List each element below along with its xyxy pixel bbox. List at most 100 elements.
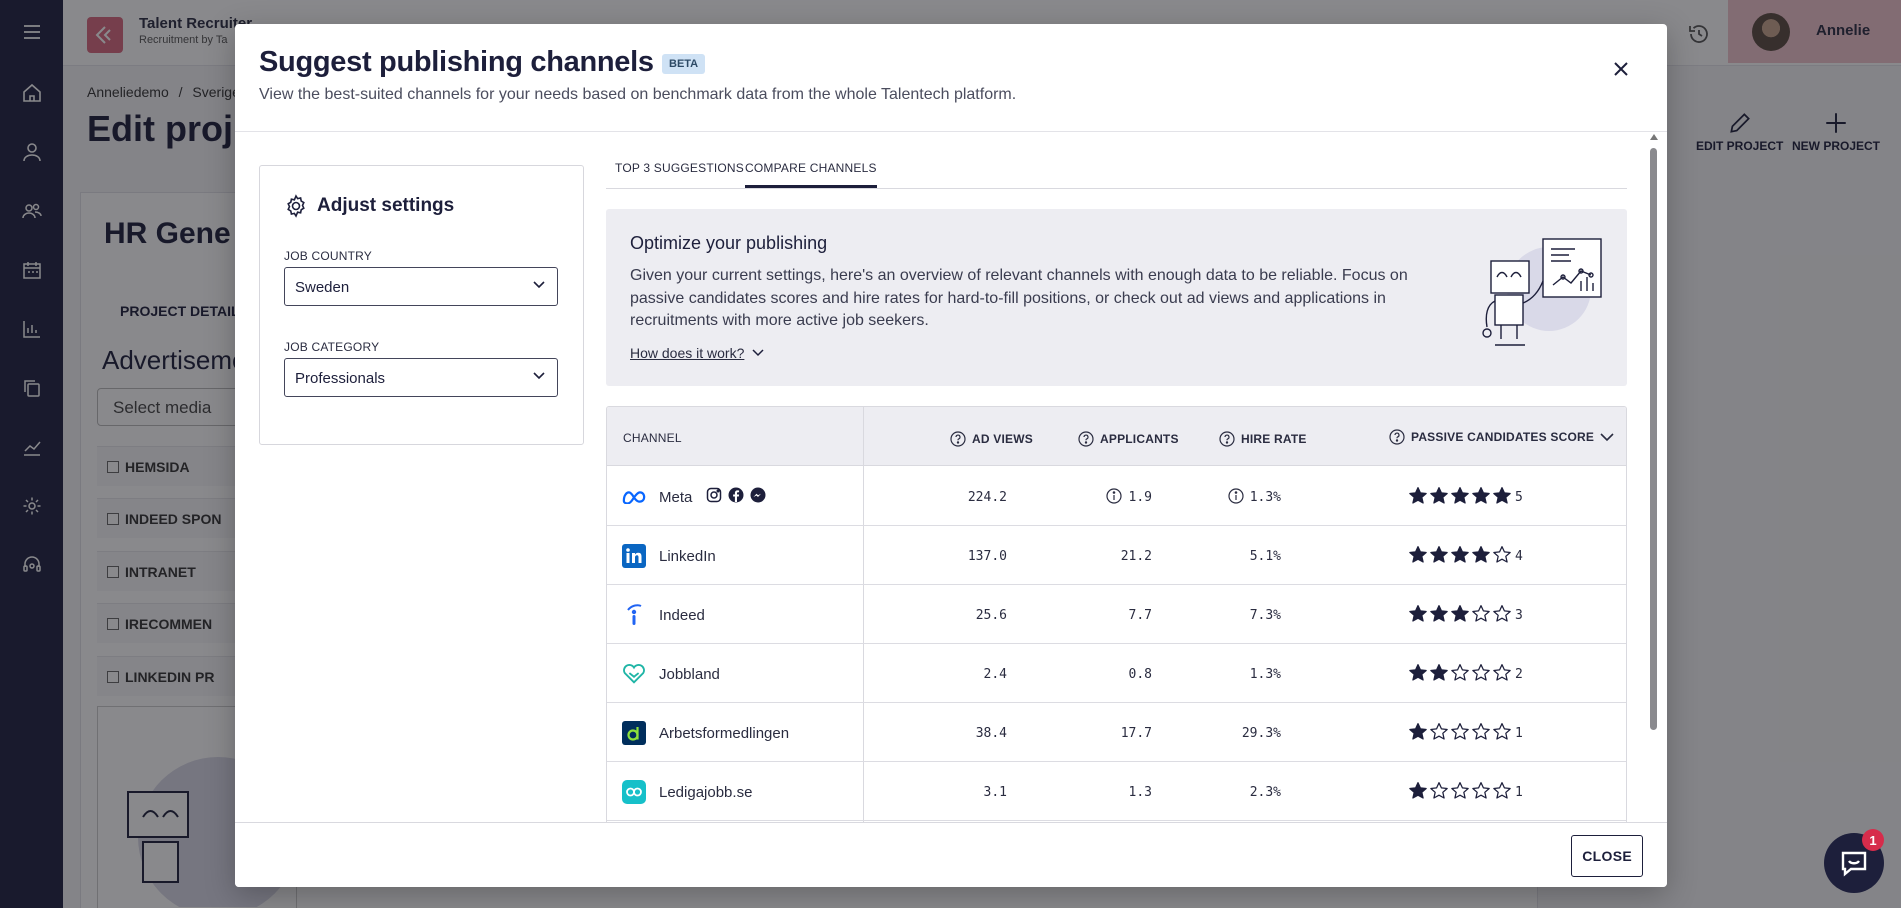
star-filled-icon xyxy=(1451,546,1469,563)
channel-name: LinkedIn xyxy=(659,548,716,565)
how-does-it-work-label: How does it work? xyxy=(630,345,745,361)
star-filled-icon xyxy=(1493,487,1511,504)
ledigajobb-icon xyxy=(622,780,646,804)
star-filled-icon xyxy=(1451,487,1469,504)
help-icon[interactable] xyxy=(1078,431,1094,447)
modal-header: Suggest publishing channels BETA View th… xyxy=(235,24,1667,132)
tab-top-3-suggestions[interactable]: TOP 3 SUGGESTIONS xyxy=(615,161,744,175)
promo-title: Optimize your publishing xyxy=(630,233,828,253)
tab-compare-channels[interactable]: COMPARE CHANNELS xyxy=(745,161,877,188)
column-divider xyxy=(863,407,864,865)
star-filled-icon xyxy=(1409,664,1427,681)
star-filled-icon xyxy=(1430,605,1448,622)
messenger-icon xyxy=(750,487,766,503)
score-value: 3 xyxy=(1515,608,1523,623)
star-filled-icon xyxy=(1430,664,1448,681)
star-empty-icon xyxy=(1430,782,1448,799)
star-filled-icon xyxy=(1409,723,1427,740)
chevron-down-icon xyxy=(533,372,545,380)
scroll-up-arrow-icon[interactable] xyxy=(1650,134,1658,140)
star-empty-icon xyxy=(1493,723,1511,740)
modal-body: Adjust settings JOB COUNTRY Sweden JOB C… xyxy=(235,133,1667,866)
star-empty-icon xyxy=(1472,605,1490,622)
job-category-select[interactable]: Professionals xyxy=(284,358,558,397)
arbetsformedlingen-icon xyxy=(622,721,646,745)
notification-badge: 1 xyxy=(1862,829,1884,851)
channel-name: Meta xyxy=(659,489,693,506)
channel-tabs: TOP 3 SUGGESTIONS COMPARE CHANNELS xyxy=(606,147,1627,189)
hire-rate-value: 2.3% xyxy=(1249,785,1281,800)
star-empty-icon xyxy=(1493,605,1511,622)
column-header-channel-label: CHANNEL xyxy=(623,431,682,445)
table-row: Jobbland 2.4 0.8 1.3% 2 xyxy=(607,644,1626,703)
star-empty-icon xyxy=(1472,664,1490,681)
star-empty-icon xyxy=(1493,782,1511,799)
column-header-applicants[interactable]: APPLICANTS xyxy=(1078,431,1179,447)
score-value: 1 xyxy=(1515,785,1523,800)
promo-text: Given your current settings, here's an o… xyxy=(630,267,1408,329)
meta-icon xyxy=(622,485,646,509)
star-empty-icon xyxy=(1451,782,1469,799)
settings-panel: Adjust settings JOB COUNTRY Sweden JOB C… xyxy=(259,165,584,445)
close-button[interactable]: CLOSE xyxy=(1571,835,1643,877)
applicants-value: 21.2 xyxy=(1120,549,1152,564)
scrollbar-thumb[interactable] xyxy=(1650,148,1657,730)
ad-views-value: 3.1 xyxy=(983,785,1007,800)
column-header-hire-rate[interactable]: HIRE RATE xyxy=(1219,431,1307,447)
hire-rate-value: 29.3% xyxy=(1241,726,1281,741)
star-filled-icon xyxy=(1409,605,1427,622)
job-country-value: Sweden xyxy=(295,279,350,296)
close-icon[interactable] xyxy=(1609,57,1633,81)
suggest-channels-modal: Suggest publishing channels BETA View th… xyxy=(235,24,1667,887)
table-row: Arbetsformedlingen 38.4 17.7 29.3% 1 xyxy=(607,703,1626,762)
ad-views-value: 38.4 xyxy=(975,726,1007,741)
chevron-down-icon xyxy=(752,349,764,357)
channel-name: Arbetsformedlingen xyxy=(659,725,790,742)
ad-views-value: 2.4 xyxy=(983,667,1007,682)
star-filled-icon xyxy=(1472,546,1490,563)
indeed-icon xyxy=(622,603,646,627)
star-empty-icon xyxy=(1430,723,1448,740)
help-icon[interactable] xyxy=(1389,429,1405,445)
ad-views-value: 137.0 xyxy=(967,549,1007,564)
help-icon[interactable] xyxy=(1219,431,1235,447)
star-filled-icon xyxy=(1409,546,1427,563)
job-country-select[interactable]: Sweden xyxy=(284,267,558,306)
chevron-down-icon xyxy=(533,281,545,289)
star-rating xyxy=(1408,486,1512,506)
jobbland-icon xyxy=(622,662,646,686)
gear-icon xyxy=(287,194,305,218)
star-filled-icon xyxy=(1430,546,1448,563)
channel-name: Ledigajobb.se xyxy=(659,784,753,801)
table-row: LinkedIn 137.0 21.2 5.1% 4 xyxy=(607,526,1626,585)
applicants-value: 1.3 xyxy=(1128,785,1152,800)
table-row: Meta 224.2 1.9 1.3% 5 xyxy=(607,467,1626,526)
sort-chevron-down-icon[interactable] xyxy=(1600,432,1614,442)
facebook-icon xyxy=(728,487,744,503)
help-icon[interactable] xyxy=(950,431,966,447)
info-icon[interactable] xyxy=(1106,488,1122,504)
info-icon[interactable] xyxy=(1228,488,1244,504)
channel-name: Indeed xyxy=(659,607,705,624)
beta-badge: BETA xyxy=(662,54,706,74)
linkedin-icon xyxy=(622,544,646,568)
job-category-value: Professionals xyxy=(295,370,386,387)
column-header-passive-score[interactable]: PASSIVE CANDIDATES SCORE xyxy=(1389,429,1614,445)
column-header-hire-rate-label: HIRE RATE xyxy=(1241,432,1307,446)
channel-comparison-table: CHANNEL AD VIEWS APPLICANTS HIRE RATE PA… xyxy=(606,406,1627,866)
channel-name: Jobbland xyxy=(659,666,720,683)
applicants-value: 1.9 xyxy=(1128,490,1152,505)
star-rating xyxy=(1408,663,1512,683)
modal-footer: CLOSE xyxy=(235,822,1667,887)
applicants-value: 0.8 xyxy=(1128,667,1152,682)
star-filled-icon xyxy=(1451,605,1469,622)
star-rating xyxy=(1408,545,1512,565)
applicants-value: 17.7 xyxy=(1120,726,1152,741)
applicants-value: 7.7 xyxy=(1128,608,1152,623)
hire-rate-value: 5.1% xyxy=(1249,549,1281,564)
star-empty-icon xyxy=(1493,664,1511,681)
column-header-ad-views[interactable]: AD VIEWS xyxy=(950,431,1033,447)
how-does-it-work-link[interactable]: How does it work? xyxy=(630,345,764,361)
job-category-label: JOB CATEGORY xyxy=(284,340,380,354)
star-empty-icon xyxy=(1451,664,1469,681)
